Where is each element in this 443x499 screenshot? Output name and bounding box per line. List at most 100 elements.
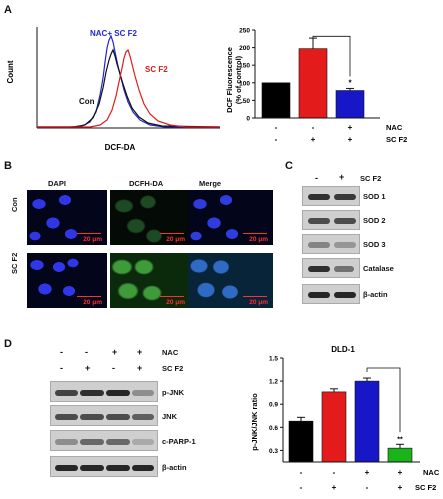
d-blot-0-band-2: [106, 389, 130, 396]
d-blot-3: [50, 456, 158, 477]
dcf-row-sc-2: +: [348, 135, 353, 144]
micrograph-con-merge: 20 μm: [188, 190, 273, 245]
pjnk-bar-2: [354, 380, 380, 463]
micrograph-scf2-dapi: 20 μm: [27, 253, 107, 308]
dcf-ytick-label-1: 50: [243, 98, 251, 105]
pjnk-row-nac-1: -: [333, 468, 336, 477]
c-blot-0-band-1: [334, 194, 356, 200]
flow-ylabel: Count: [6, 60, 15, 83]
d-label-0: p-JNK: [162, 388, 185, 397]
micrograph-con-dapi: 20 μm: [27, 190, 107, 245]
pjnk-row-sc-0: -: [300, 483, 303, 492]
pjnk-ytick-label-1: 0.6: [269, 425, 278, 432]
c-label-4: β-actin: [363, 290, 388, 299]
dcf-bar-2: [335, 90, 365, 119]
flow-label-scf2: SC F2: [145, 65, 168, 74]
micro-row-scf2: SC F2: [10, 252, 19, 274]
pjnk-row-sc-1: +: [332, 483, 337, 492]
d-blot-3-band-3: [132, 464, 154, 471]
scale-bar-label: 20 μm: [166, 236, 185, 243]
dcf-bar-1: [298, 48, 328, 119]
pjnk-bar-1: [321, 391, 347, 463]
flow-histogram: Count NAC+ SC F2 Con SC F2 DCF-DA: [6, 27, 221, 152]
panel-label-d: D: [4, 338, 12, 350]
d-label-2: c-PARP-1: [162, 437, 196, 446]
d-blot-0-band-0: [55, 389, 78, 396]
dcf-row-sc-label: SC F2: [386, 135, 407, 144]
d-blot-0: [50, 381, 158, 402]
scale-bar: [77, 233, 101, 234]
d-blot-1-band-3: [132, 413, 154, 420]
d-header-1-1: +: [85, 363, 91, 373]
dcf-ylabel-line1: DCF Fluorescence: [225, 47, 234, 113]
flow-xlabel: DCF-DA: [105, 143, 136, 152]
dcf-row-sc-1: +: [311, 135, 316, 144]
d-blot-1-band-1: [80, 413, 104, 420]
d-header-0-0: -: [60, 347, 63, 357]
scale-bar-label: 20 μm: [249, 236, 268, 243]
dcf-bar-chart: DCF Fluorescence (% of control) 0 50 100 15…: [225, 28, 407, 145]
pjnk-row-sc-3: +: [398, 483, 403, 492]
c-blot-2-band-1: [334, 242, 356, 248]
scale-bar: [243, 233, 267, 234]
dcf-row-nac-1: -: [312, 123, 315, 132]
d-header-0-2: +: [112, 347, 118, 357]
scale-bar-label: 20 μm: [83, 299, 102, 306]
d-header-label-0: NAC: [162, 348, 179, 357]
pjnk-star: **: [397, 436, 403, 443]
c-blot-1-band-1: [334, 218, 356, 224]
dcf-row-nac-0: -: [275, 123, 278, 132]
c-label-1: SOD 2: [363, 216, 386, 225]
dcf-bracket: [312, 35, 351, 77]
d-blot-0-band-3: [132, 389, 154, 396]
scale-bar: [160, 233, 184, 234]
scale-bar-label: 20 μm: [83, 236, 102, 243]
scale-bar: [77, 296, 101, 297]
c-label-2: SOD 3: [363, 240, 386, 249]
scale-bar-label: 20 μm: [166, 299, 185, 306]
pjnk-bar-3: [387, 447, 413, 463]
d-blot-2: [50, 430, 158, 451]
dcf-bar-0: [261, 82, 291, 119]
dcf-star: *: [348, 78, 352, 87]
panel-label-a: A: [4, 4, 12, 16]
d-label-1: JNK: [162, 412, 178, 421]
micro-col-merge: Merge: [199, 179, 222, 188]
dcf-row-nac-2: +: [348, 123, 353, 132]
c-blot-3: [302, 258, 360, 278]
scale-bar: [160, 296, 184, 297]
micrograph-grid: 20 μm 20 μm 20 μm 20 μm 20 μm 20 μm: [27, 190, 273, 310]
c-label-0: SOD 1: [363, 192, 386, 201]
dcf-row-sc-0: -: [275, 135, 278, 144]
pjnk-row-nac-label: NAC: [423, 468, 440, 477]
flow-curve-con: [37, 48, 221, 128]
scale-bar: [243, 296, 267, 297]
d-header-1-3: +: [137, 363, 143, 373]
flow-curve-scf2: [37, 48, 220, 128]
micrograph-scf2-merge: 20 μm: [188, 253, 273, 308]
d-blot-1: [50, 405, 158, 426]
flow-legend-nac: NAC+ SC F2: [90, 29, 137, 38]
d-blot-3-band-1: [80, 464, 104, 471]
c-blot-1: [302, 210, 360, 230]
dcf-ylabel-line2: (% of control): [234, 55, 243, 104]
pjnk-row-nac-0: -: [300, 468, 303, 477]
dcf-ytick-label-3: 150: [239, 63, 250, 70]
c-blot-0: [302, 186, 360, 206]
micro-col-dcfh: DCFH-DA: [129, 179, 164, 188]
dcf-ytick-label-0: 0: [246, 116, 250, 123]
scale-bar-label: 20 μm: [249, 299, 268, 306]
pjnk-bracket: [366, 367, 401, 433]
d-header-1-2: -: [112, 363, 115, 373]
c-blot-1-band-0: [308, 218, 330, 224]
d-header-1-0: -: [60, 363, 63, 373]
pjnk-bar-chart: DLD-1 p-JNK/JNK ratio 0.3 0.6 0.9 1.2 1.5 **…: [250, 345, 440, 492]
pjnk-ytick-label-4: 1.5: [269, 356, 278, 363]
pjnk-row-nac-2: +: [365, 468, 370, 477]
pjnk-bar-0: [288, 420, 314, 463]
pjnk-ytick-label-0: 0.3: [269, 448, 278, 455]
micrograph-scf2-dcfh: 20 μm: [110, 253, 190, 308]
dcf-ytick-label-2: 100: [239, 80, 250, 87]
micrograph-con-dcfh: 20 μm: [110, 190, 190, 245]
panel-label-b: B: [4, 160, 12, 172]
